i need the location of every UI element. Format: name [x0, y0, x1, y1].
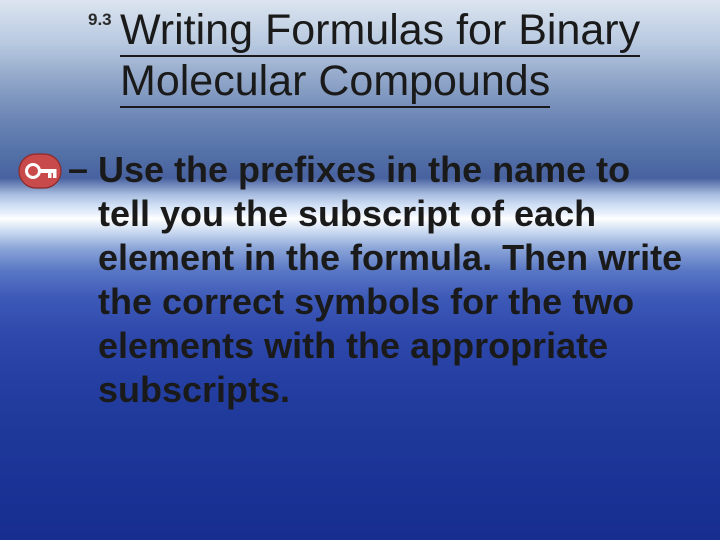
slide-container: 9.3 Writing Formulas for Binary Molecula…: [0, 0, 720, 540]
bullet-dash: –: [68, 148, 88, 190]
slide-title: Writing Formulas for Binary Molecular Co…: [120, 6, 680, 108]
title-line-1: Writing Formulas for Binary: [120, 6, 640, 57]
body-text: Use the prefixes in the name to tell you…: [98, 148, 685, 411]
key-concept-icon: [18, 153, 62, 189]
title-line-2: Molecular Compounds: [120, 57, 550, 108]
section-number: 9.3: [88, 10, 112, 30]
